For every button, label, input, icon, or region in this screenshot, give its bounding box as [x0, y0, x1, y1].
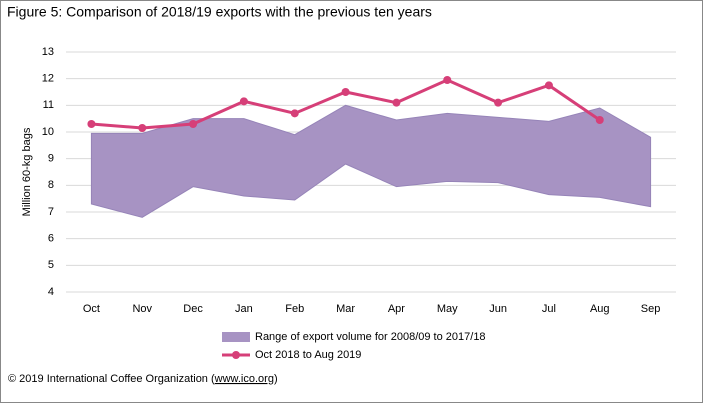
chart-title: Figure 5: Comparison of 2018/19 exports … [7, 4, 432, 20]
x-tick-label: Sep [641, 303, 661, 315]
x-tick-label: Jun [489, 303, 507, 315]
point [189, 120, 198, 128]
x-tick-label: Apr [388, 303, 405, 315]
y-tick-label: 9 [48, 153, 54, 165]
point [443, 76, 452, 84]
legend: Range of export volume for 2008/09 to 20… [222, 331, 486, 361]
point [341, 88, 350, 96]
y-tick-label: 4 [48, 286, 54, 298]
y-tick-label: 6 [48, 233, 54, 245]
x-tick-label: Dec [183, 303, 203, 315]
footer-link[interactable]: www.ico.org [214, 373, 274, 385]
y-tick-label: 8 [48, 179, 54, 191]
legend-label: Range of export volume for 2008/09 to 20… [255, 331, 486, 343]
legend-label: Oct 2018 to Aug 2019 [255, 349, 361, 361]
legend-swatch [222, 332, 250, 342]
x-tick-label: Mar [336, 303, 355, 315]
y-tick-label: 13 [42, 46, 54, 58]
point [87, 120, 96, 128]
footer-text: © 2019 International Coffee Organization… [8, 373, 215, 385]
legend-swatch [232, 351, 240, 359]
range-area [90, 104, 652, 218]
point [290, 109, 299, 118]
y-axis-label: Million 60-kg bags [21, 127, 33, 216]
point [138, 124, 147, 132]
point [239, 97, 248, 106]
y-tick-label: 11 [43, 99, 54, 111]
point [494, 98, 503, 107]
point [544, 81, 553, 90]
x-tick-label: Oct [83, 303, 100, 315]
y-tick-label: 12 [42, 73, 54, 85]
y-tick-label: 5 [48, 259, 54, 271]
point [595, 116, 604, 124]
footer-text: ) [274, 373, 278, 385]
x-tick-label: Jul [542, 303, 556, 315]
x-tick-label: Feb [285, 303, 304, 315]
x-tick-label: Nov [132, 303, 152, 315]
y-tick-label: 7 [48, 206, 54, 218]
x-tick-label: Jan [235, 303, 253, 315]
point [392, 98, 401, 107]
x-tick-label: May [437, 303, 458, 315]
footer: © 2019 International Coffee Organization… [8, 373, 278, 385]
x-tick-label: Aug [590, 303, 610, 315]
y-tick-label: 10 [42, 126, 54, 138]
